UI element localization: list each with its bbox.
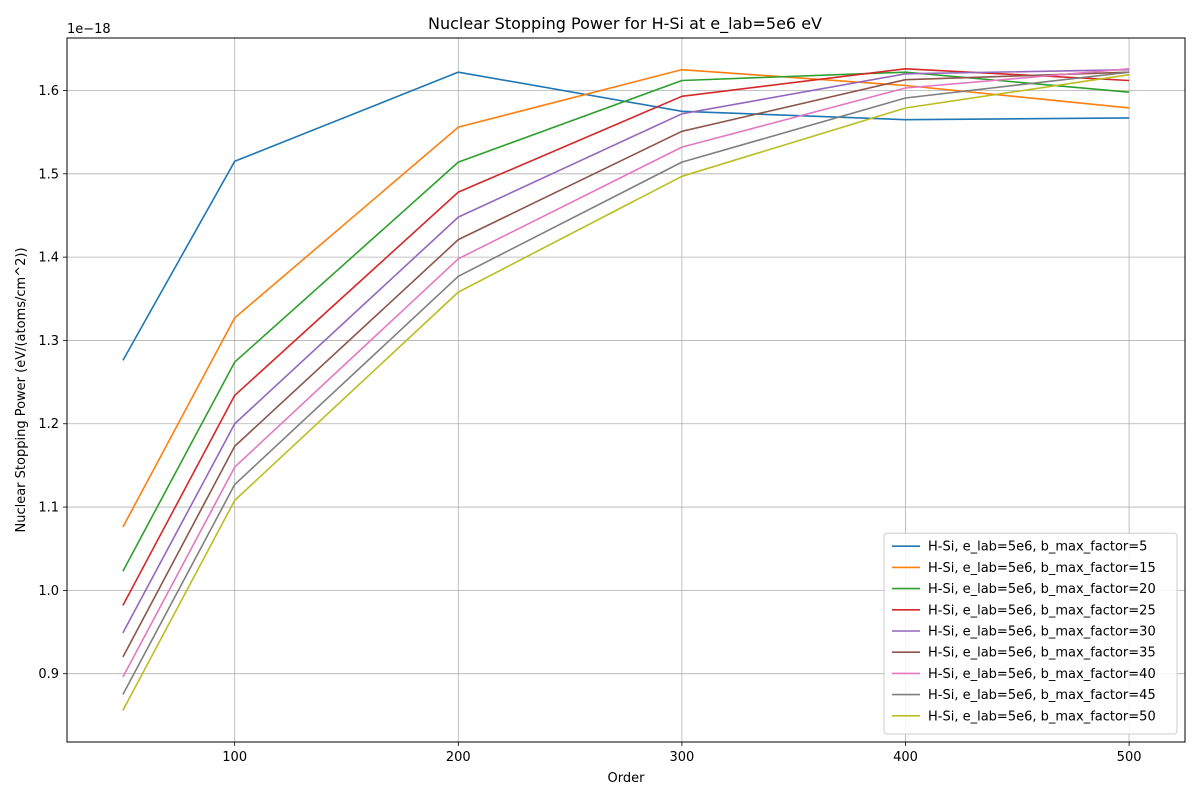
legend-label: H-Si, e_lab=5e6, b_max_factor=15 <box>928 561 1156 576</box>
y-tick-label: 1.6 <box>38 84 59 99</box>
x-tick-label: 200 <box>446 750 471 765</box>
y-tick-label: 1.1 <box>38 501 59 516</box>
x-tick-label: 500 <box>1117 750 1142 765</box>
x-tick-label: 300 <box>669 750 694 765</box>
series-line <box>122 71 1130 658</box>
legend-label: H-Si, e_lab=5e6, b_max_factor=5 <box>928 540 1147 555</box>
legend-box <box>883 532 1178 735</box>
y-tick-label: 1.4 <box>38 251 59 266</box>
y-tick-label: 1.3 <box>38 334 59 349</box>
legend-label: H-Si, e_lab=5e6, b_max_factor=40 <box>928 667 1156 682</box>
series-line <box>122 68 1130 528</box>
legend-label: H-Si, e_lab=5e6, b_max_factor=35 <box>928 646 1156 661</box>
series-line <box>122 73 1130 711</box>
series-line <box>122 71 1130 695</box>
legend-label: H-Si, e_lab=5e6, b_max_factor=20 <box>928 582 1156 597</box>
y-axis-label: Nuclear Stopping Power (eV/(atoms/cm^2)) <box>14 247 29 532</box>
series-line <box>122 68 1130 678</box>
x-axis-label: Order <box>608 771 646 786</box>
series-line <box>122 71 1130 361</box>
grid-lines <box>67 38 1185 742</box>
y-tick-label: 0.9 <box>38 667 59 682</box>
chart-title: Nuclear Stopping Power for H-Si at e_lab… <box>428 14 822 34</box>
x-tick-label: 100 <box>222 750 247 765</box>
series-lines <box>122 68 1130 711</box>
y-tick-label: 1.5 <box>38 167 59 182</box>
series-line <box>122 68 1130 606</box>
series-line <box>122 71 1130 572</box>
series-line <box>122 68 1130 634</box>
axis-ticks: 100 200 300 400 500 0.9 1.0 1.1 1.2 1.3 1.4 1.5 1.6 <box>38 84 1141 765</box>
legend-label: H-Si, e_lab=5e6, b_max_factor=25 <box>928 603 1156 618</box>
y-offset-label: 1e−18 <box>67 22 111 37</box>
legend-label: H-Si, e_lab=5e6, b_max_factor=30 <box>928 625 1156 640</box>
legend-label: H-Si, e_lab=5e6, b_max_factor=50 <box>928 709 1156 724</box>
y-tick-label: 1.0 <box>38 584 59 599</box>
plot-frame <box>66 37 1186 743</box>
x-tick-label: 400 <box>893 750 918 765</box>
y-tick-label: 1.2 <box>38 417 59 432</box>
legend: H-Si, e_lab=5e6, b_max_factor=5 H-Si, e_l… <box>883 532 1178 735</box>
legend-label: H-Si, e_lab=5e6, b_max_factor=45 <box>928 688 1156 703</box>
